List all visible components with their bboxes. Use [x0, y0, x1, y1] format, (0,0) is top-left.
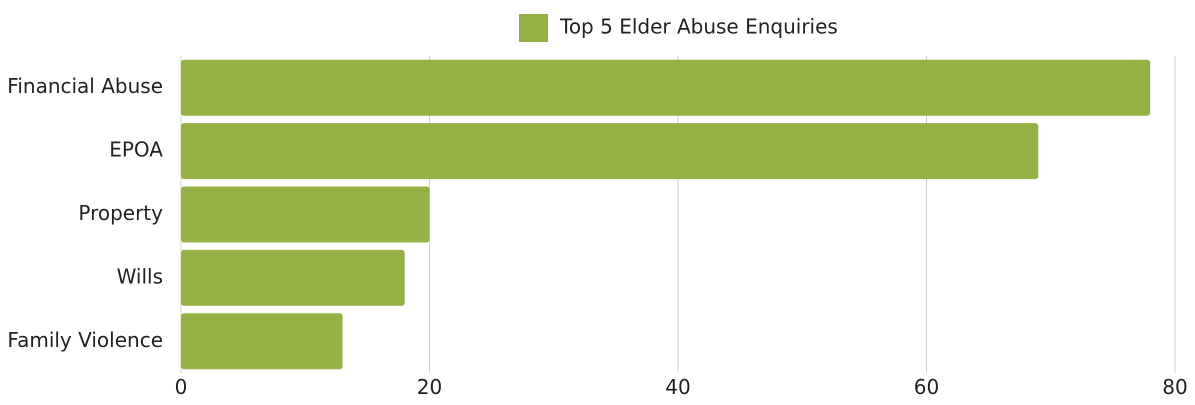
legend-swatch [519, 14, 548, 42]
legend: Top 5 Elder Abuse Enquiries [519, 14, 838, 42]
category-label: EPOA [109, 138, 163, 162]
bar [181, 123, 1039, 180]
category-labels: Financial Abuse EPOA Property Wills Family V… [7, 74, 163, 352]
x-tick-label: 60 [914, 375, 939, 399]
category-label: Wills [117, 264, 163, 288]
x-tick-label: 20 [417, 375, 442, 399]
bars [181, 59, 1151, 370]
bar [181, 313, 343, 370]
legend-label: Top 5 Elder Abuse Enquiries [559, 15, 838, 39]
bar [181, 249, 405, 306]
category-label: Property [78, 201, 163, 225]
category-label: Family Violence [7, 328, 163, 352]
x-tick-label: 80 [1162, 375, 1187, 399]
x-axis-ticks: 0 20 40 60 80 [175, 375, 1188, 399]
bar [181, 59, 1151, 116]
category-label: Financial Abuse [7, 74, 163, 98]
x-tick-label: 40 [665, 375, 690, 399]
bar [181, 186, 430, 243]
x-tick-label: 0 [175, 375, 188, 399]
